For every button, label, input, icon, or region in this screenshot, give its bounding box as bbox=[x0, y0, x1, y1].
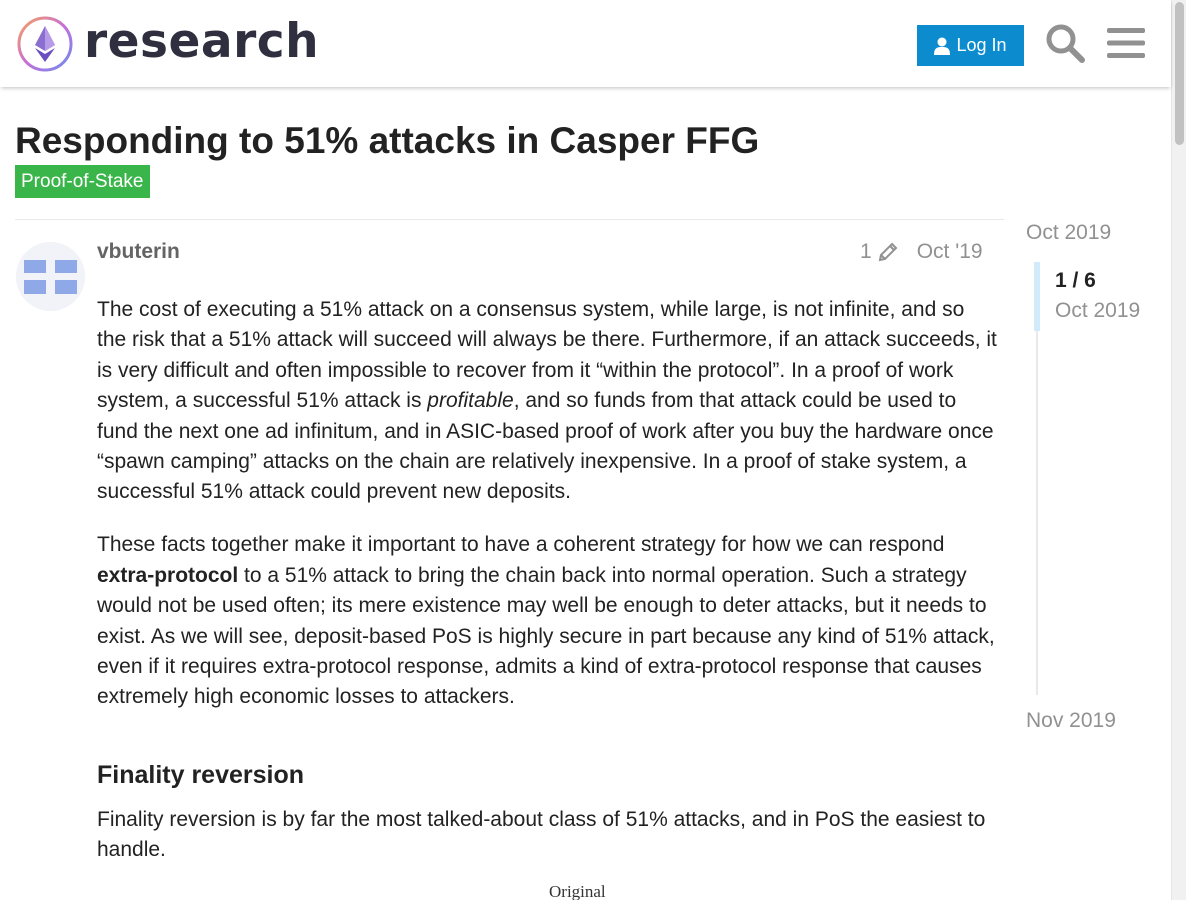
search-button[interactable] bbox=[1044, 22, 1086, 64]
pencil-icon bbox=[878, 242, 898, 262]
post-author[interactable]: vbuterin bbox=[97, 240, 180, 263]
timeline-start-date[interactable]: Oct 2019 bbox=[1026, 221, 1112, 244]
avatar[interactable] bbox=[16, 242, 85, 311]
default-avatar-icon bbox=[16, 242, 85, 311]
post-paragraph: These facts together make it important t… bbox=[97, 533, 995, 709]
topic-title[interactable]: Responding to 51% attacks in Casper FFG bbox=[15, 120, 760, 161]
site-header: research Log In bbox=[0, 0, 1171, 87]
edit-history-button[interactable]: 1 bbox=[860, 240, 898, 264]
emphasis-text: profitable bbox=[427, 389, 514, 413]
section-heading: Finality reversion bbox=[97, 760, 305, 789]
bold-text: extra-protocol bbox=[97, 563, 239, 587]
post-paragraph: The cost of executing a 51% attack on a … bbox=[97, 298, 997, 504]
figure-caption: Original bbox=[549, 882, 606, 900]
edit-count: 1 bbox=[860, 240, 872, 263]
site-logo[interactable]: research bbox=[16, 15, 319, 73]
timeline-position: 1 / 6 bbox=[1055, 269, 1096, 292]
user-icon bbox=[934, 37, 951, 55]
page-scrollbar[interactable] bbox=[1171, 0, 1186, 900]
timeline-scrollarea[interactable] bbox=[1036, 262, 1038, 695]
timeline-handle[interactable] bbox=[1034, 262, 1040, 331]
menu-button[interactable] bbox=[1105, 22, 1147, 64]
post-meta: 1 Oct '19 bbox=[860, 240, 983, 264]
login-label: Log In bbox=[956, 35, 1007, 55]
title-divider bbox=[15, 219, 1004, 220]
timeline-current-date: Oct 2019 bbox=[1055, 299, 1141, 322]
post-paragraph: Finality reversion is by far the most ta… bbox=[97, 807, 986, 862]
login-button[interactable]: Log In bbox=[917, 25, 1024, 66]
category-badge[interactable]: Proof-of-Stake bbox=[15, 165, 150, 198]
timeline-end-date[interactable]: Nov 2019 bbox=[1026, 709, 1116, 732]
scrollbar-thumb[interactable] bbox=[1175, 2, 1184, 145]
hamburger-menu-icon bbox=[1107, 28, 1145, 58]
post-body: The cost of executing a 51% attack on a … bbox=[97, 295, 997, 888]
search-icon bbox=[1046, 24, 1085, 63]
post-date[interactable]: Oct '19 bbox=[916, 240, 983, 263]
site-name: research bbox=[84, 13, 320, 69]
logo-icon bbox=[17, 16, 73, 72]
